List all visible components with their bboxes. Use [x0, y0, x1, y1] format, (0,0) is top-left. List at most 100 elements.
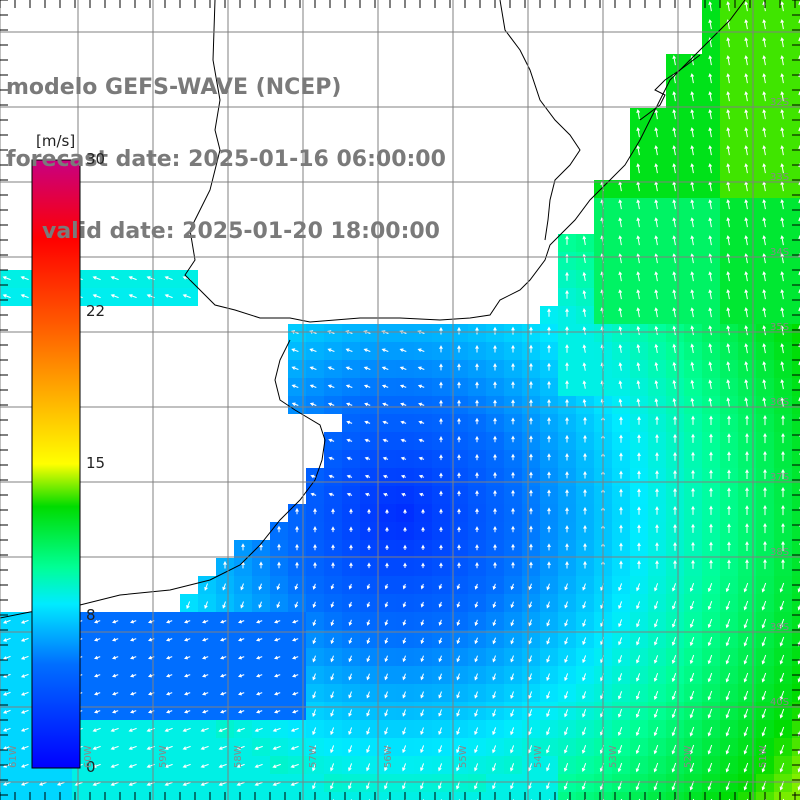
wind-arrow [726, 397, 731, 408]
latitude-label: 36S [770, 397, 790, 408]
wind-arrow [20, 691, 29, 696]
wind-arrow [309, 366, 317, 370]
wind-cell [522, 792, 540, 800]
wind-arrow [236, 727, 245, 732]
wind-arrow [565, 380, 569, 389]
wind-arrow [672, 109, 677, 120]
wind-arrow [727, 523, 731, 533]
wind-arrow [726, 361, 731, 372]
wind-arrow [363, 384, 371, 389]
wind-arrow [400, 420, 407, 425]
wind-arrow [238, 655, 245, 660]
wind-arrow [511, 525, 515, 533]
wind-arrow [421, 508, 425, 514]
wind-arrow [510, 619, 515, 627]
wind-arrow [780, 235, 785, 246]
wind-cell [792, 252, 800, 270]
wind-arrow [619, 488, 623, 497]
colorbar-frame [31, 159, 81, 769]
wind-arrow [290, 745, 299, 750]
wind-arrow [400, 402, 407, 407]
wind-arrow [546, 763, 551, 772]
wind-arrow [583, 524, 587, 533]
wind-arrow [635, 744, 641, 755]
wind-arrow [779, 636, 785, 647]
wind-arrow [690, 343, 695, 354]
wind-arrow [617, 727, 623, 736]
wind-arrow [762, 235, 767, 246]
wind-arrow [2, 276, 11, 281]
wind-arrow [384, 691, 388, 699]
wind-arrow [708, 199, 713, 210]
wind-arrow [582, 289, 587, 299]
wind-arrow [456, 745, 461, 754]
wind-arrow [20, 655, 29, 660]
wind-arrow [438, 745, 443, 754]
wind-arrow [708, 343, 713, 354]
wind-arrow [331, 544, 335, 551]
wind-arrow [744, 73, 749, 84]
wind-arrow [383, 493, 389, 497]
wind-arrow [689, 654, 695, 665]
wind-arrow [276, 583, 281, 591]
wind-arrow [295, 543, 299, 551]
wind-arrow [708, 379, 713, 390]
wind-arrow [2, 727, 11, 732]
wind-cell [792, 144, 800, 162]
wind-cell [792, 90, 800, 108]
wind-arrow [456, 637, 461, 645]
wind-arrow [636, 271, 641, 282]
wind-arrow [672, 307, 677, 318]
wind-arrow [327, 366, 335, 370]
wind-arrow [277, 525, 281, 533]
wind-arrow [655, 415, 659, 425]
wind-arrow [184, 655, 191, 660]
wind-cell [792, 54, 800, 72]
wind-arrow [546, 745, 551, 754]
wind-arrow [565, 253, 569, 263]
wind-arrow [564, 637, 568, 645]
wind-arrow [110, 781, 119, 786]
wind-arrow [547, 326, 551, 335]
wind-arrow [709, 433, 713, 443]
wind-arrow [381, 366, 389, 371]
wind-arrow [331, 508, 335, 515]
wind-arrow [690, 109, 695, 120]
wind-cell [792, 594, 800, 612]
wind-arrow [709, 523, 713, 533]
wind-cell [792, 270, 800, 288]
wind-arrow [762, 253, 767, 264]
wind-cell [792, 774, 800, 792]
wind-arrow [200, 763, 209, 768]
wind-arrow [259, 561, 263, 569]
wind-arrow [202, 637, 209, 642]
wind-arrow [346, 438, 353, 443]
wind-arrow [582, 691, 587, 700]
wind-arrow [345, 348, 353, 352]
wind-arrow [184, 673, 191, 678]
wind-arrow [366, 583, 371, 590]
wind-arrow [563, 763, 569, 772]
wind-arrow [745, 523, 749, 533]
wind-arrow [726, 343, 731, 354]
wind-arrow [366, 637, 371, 645]
wind-arrow [348, 763, 353, 772]
wind-arrow [328, 438, 335, 443]
wind-arrow [330, 637, 335, 645]
wind-arrow [743, 582, 749, 593]
wind-arrow [762, 127, 767, 138]
longitude-label: 55W [458, 745, 469, 768]
wind-arrow [797, 712, 800, 719]
wind-arrow [20, 294, 29, 299]
longitude-label: 56W [383, 745, 394, 768]
wind-arrow [673, 469, 677, 479]
wind-arrow [618, 199, 623, 210]
wind-arrow [493, 344, 497, 353]
wind-arrow [762, 379, 767, 390]
wind-arrow [672, 253, 677, 264]
wind-arrow [312, 637, 317, 645]
wind-arrow [797, 766, 800, 773]
wind-arrow [780, 1, 785, 12]
wind-arrow [619, 506, 623, 515]
wind-arrow [384, 727, 388, 735]
